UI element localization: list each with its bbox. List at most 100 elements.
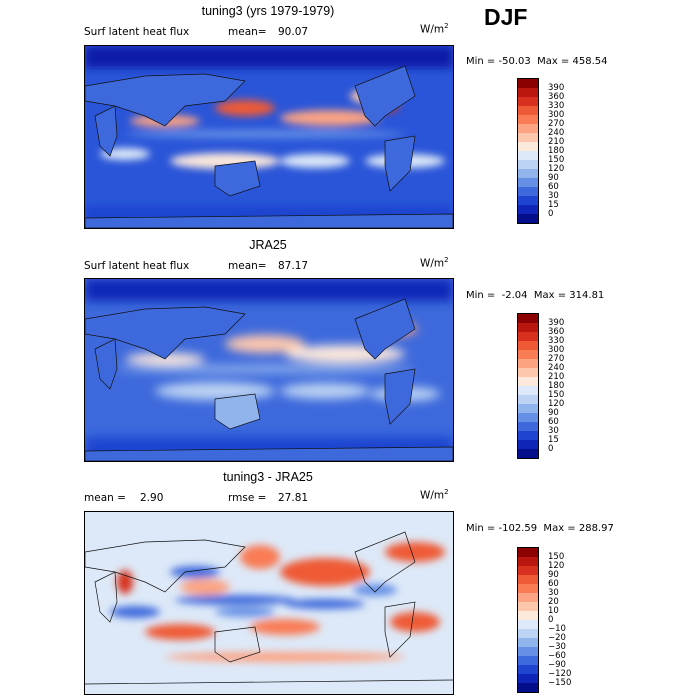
panel-1-field-label: Surf latent heat flux [84, 26, 190, 38]
colorbar-label: 390 [548, 317, 565, 328]
panel-3-colorbar [517, 547, 539, 693]
panel-2-units: W/m2 [420, 256, 449, 270]
panel-1-mean-label: mean= [228, 26, 267, 38]
panel-3-field [110, 542, 445, 662]
panel-1-units: W/m2 [420, 22, 449, 36]
colorbar-label: 90 [548, 407, 559, 418]
colorbar-swatch [518, 88, 538, 97]
colorbar-swatch [518, 557, 538, 566]
colorbar-label: −120 [548, 668, 572, 679]
colorbar-label: 0 [548, 208, 554, 219]
colorbar-swatch [518, 584, 538, 593]
panel-2-colorbar [517, 313, 539, 459]
colorbar-label: 180 [548, 145, 565, 156]
panel-2-map [84, 278, 454, 462]
colorbar-label: 120 [548, 560, 565, 571]
panel-1-map [84, 45, 454, 229]
colorbar-swatch [518, 575, 538, 584]
colorbar-swatch [518, 548, 538, 557]
colorbar-swatch [518, 404, 538, 413]
colorbar-label: 60 [548, 416, 559, 427]
colorbar-label: 240 [548, 127, 565, 138]
colorbar-swatch [518, 422, 538, 431]
colorbar-label: 300 [548, 109, 565, 120]
colorbar-label: 330 [548, 335, 565, 346]
panel-2-title: JRA25 [249, 238, 287, 252]
colorbar-swatch [518, 674, 538, 683]
colorbar-label: −90 [548, 659, 566, 670]
colorbar-label: 210 [548, 136, 565, 147]
panel-3-coastlines [85, 531, 453, 685]
colorbar-label: 150 [548, 389, 565, 400]
panel-3-units: W/m2 [420, 488, 449, 502]
colorbar-swatch [518, 386, 538, 395]
colorbar-swatch [518, 106, 538, 115]
panel-1-minmax: Min = -50.03 Max = 458.54 [466, 56, 608, 67]
colorbar-label: 10 [548, 605, 559, 616]
colorbar-label: 90 [548, 569, 559, 580]
colorbar-label: 30 [548, 190, 559, 201]
panel-3-rmse-value: 27.81 [278, 492, 309, 504]
colorbar-swatch [518, 620, 538, 629]
colorbar-swatch [518, 314, 538, 323]
colorbar-label: −60 [548, 650, 566, 661]
colorbar-label: 270 [548, 118, 565, 129]
colorbar-label: 15 [548, 199, 559, 210]
colorbar-swatch [518, 359, 538, 368]
colorbar-swatch [518, 647, 538, 656]
colorbar-label: 30 [548, 425, 559, 436]
colorbar-swatch [518, 656, 538, 665]
colorbar-swatch [518, 449, 538, 458]
colorbar-swatch [518, 214, 538, 223]
colorbar-label: 180 [548, 380, 565, 391]
season-label: DJF [484, 4, 528, 30]
panel-3-mean-value: 2.90 [140, 492, 164, 504]
colorbar-label: 300 [548, 344, 565, 355]
colorbar-swatch [518, 323, 538, 332]
colorbar-label: 240 [548, 362, 565, 373]
colorbar-swatch [518, 196, 538, 205]
colorbar-label: 330 [548, 100, 565, 111]
colorbar-swatch [518, 368, 538, 377]
colorbar-swatch [518, 440, 538, 449]
colorbar-label: 0 [548, 614, 554, 625]
colorbar-swatch [518, 395, 538, 404]
panel-2-mean-value: 87.17 [278, 260, 309, 272]
panel-3-title: tuning3 - JRA25 [223, 470, 313, 484]
colorbar-swatch [518, 431, 538, 440]
panel-3-minmax: Min = -102.59 Max = 288.97 [466, 523, 614, 534]
colorbar-label: 15 [548, 434, 559, 445]
panel-2-minmax: Min = -2.04 Max = 314.81 [466, 290, 605, 301]
colorbar-label: 0 [548, 443, 554, 454]
colorbar-swatch [518, 160, 538, 169]
panel-1-title: tuning3 (yrs 1979-1979) [201, 4, 335, 18]
colorbar-label: −30 [548, 641, 566, 652]
colorbar-label: 30 [548, 587, 559, 598]
panel-3-mean-label: mean = [84, 492, 126, 504]
colorbar-swatch [518, 151, 538, 160]
panel-1-continents [85, 65, 453, 228]
colorbar-swatch [518, 169, 538, 178]
colorbar-label: −150 [548, 677, 572, 688]
colorbar-label: 90 [548, 172, 559, 183]
colorbar-label: 60 [548, 578, 559, 589]
panel-2-continents [85, 298, 453, 461]
colorbar-swatch [518, 115, 538, 124]
colorbar-swatch [518, 332, 538, 341]
colorbar-swatch [518, 611, 538, 620]
colorbar-swatch [518, 350, 538, 359]
colorbar-swatch [518, 97, 538, 106]
panel-1-colorbar [517, 78, 539, 224]
colorbar-label: 150 [548, 551, 565, 562]
colorbar-swatch [518, 79, 538, 88]
colorbar-label: 120 [548, 398, 565, 409]
panel-3-map [84, 511, 454, 695]
colorbar-swatch [518, 142, 538, 151]
colorbar-swatch [518, 187, 538, 196]
colorbar-swatch [518, 413, 538, 422]
panel-2-mean-label: mean= [228, 260, 267, 272]
colorbar-swatch [518, 178, 538, 187]
colorbar-label: −10 [548, 623, 566, 634]
colorbar-label: 210 [548, 371, 565, 382]
colorbar-label: 20 [548, 596, 559, 607]
